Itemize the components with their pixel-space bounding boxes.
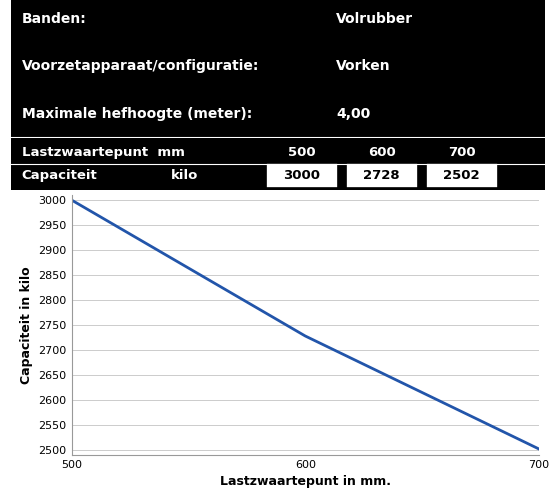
Text: 700: 700 xyxy=(448,146,476,158)
Bar xyxy=(426,162,498,188)
Text: 2728: 2728 xyxy=(364,169,400,182)
Text: 4,00: 4,00 xyxy=(337,107,371,120)
Text: 3000: 3000 xyxy=(283,169,320,182)
Text: Capaciteit: Capaciteit xyxy=(21,169,97,182)
Y-axis label: Capaciteit in kilo: Capaciteit in kilo xyxy=(20,266,33,384)
Text: kilo: kilo xyxy=(171,169,199,182)
Text: 2502: 2502 xyxy=(443,169,480,182)
Text: Vorken: Vorken xyxy=(337,59,391,73)
Text: Lastzwaartepunt  mm: Lastzwaartepunt mm xyxy=(21,146,185,158)
Text: 600: 600 xyxy=(368,146,395,158)
Bar xyxy=(346,162,418,188)
Text: Volrubber: Volrubber xyxy=(337,12,414,26)
Text: Maximale hefhoogte (meter):: Maximale hefhoogte (meter): xyxy=(21,107,252,120)
Bar xyxy=(266,162,338,188)
X-axis label: Lastzwaartepunt in mm.: Lastzwaartepunt in mm. xyxy=(220,476,390,488)
Text: Voorzetapparaat/configuratie:: Voorzetapparaat/configuratie: xyxy=(21,59,259,73)
Text: 500: 500 xyxy=(288,146,316,158)
Text: Banden:: Banden: xyxy=(21,12,86,26)
